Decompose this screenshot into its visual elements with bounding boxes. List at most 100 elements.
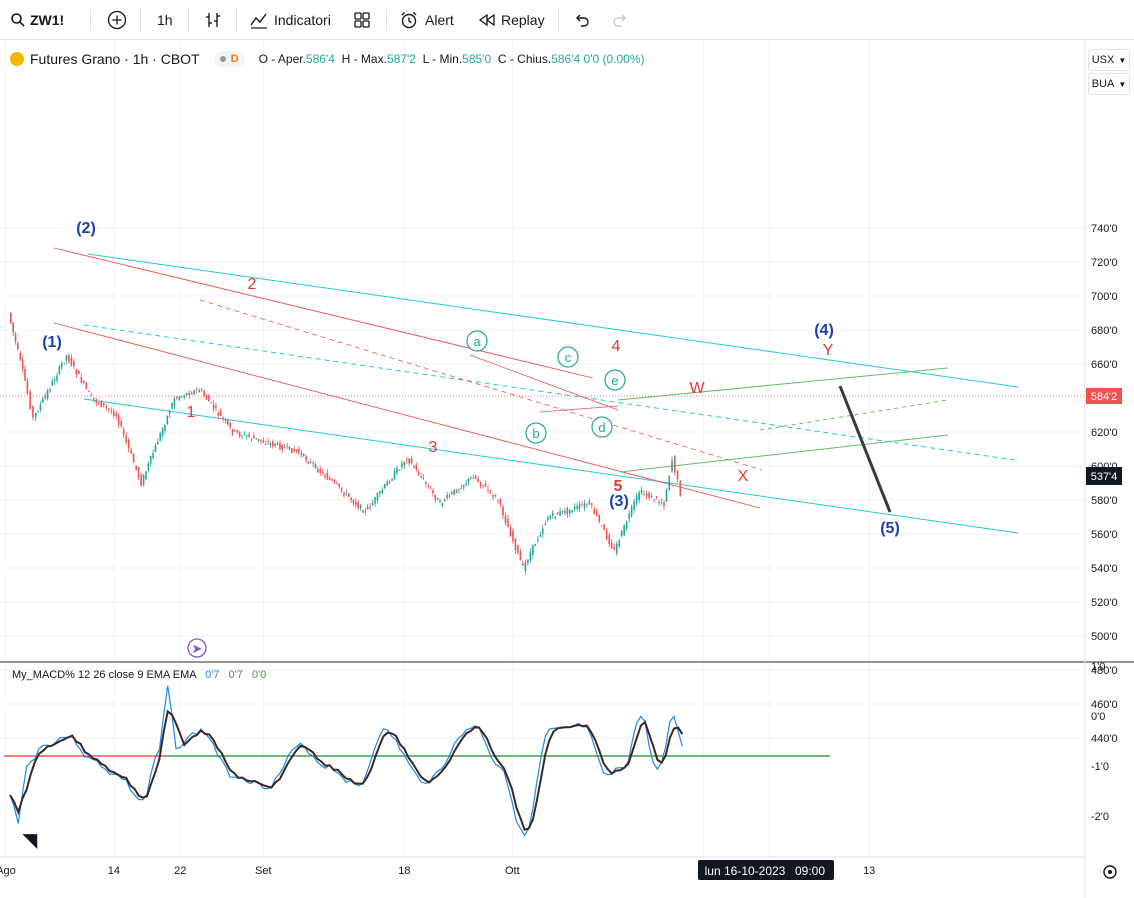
candle-body [658,501,660,503]
candle-body [272,441,274,447]
candle-body [413,466,415,468]
macd-tick-label: 1'0 [1091,661,1105,673]
candle-body [24,369,26,381]
candle-body [130,449,132,454]
candle-body [586,504,588,506]
candle-body [255,437,258,439]
redo-button[interactable] [611,0,629,40]
time-axis[interactable]: Ago1422Set18Ott24Nov13lun 16-10-202309:0… [0,860,1117,880]
macd-title: My_MACD% 12 26 close 9 EMA EMA [12,669,197,681]
price-tick-label: 560'0 [1091,529,1118,541]
price-axis[interactable]: 740'0720'0700'0680'0660'0640'0620'0600'0… [1086,223,1122,823]
candle-body [492,495,494,498]
horizontal-grid [0,227,1085,739]
macd-legend: My_MACD% 12 26 close 9 EMA EMA 0'7 0'7 0… [12,669,266,681]
candle-body [494,494,497,496]
wave-label: 5 [614,478,623,495]
indicators-button[interactable]: Indicatori [249,0,331,40]
undo-button[interactable] [573,0,591,40]
macd-tick-label: 0'0 [1091,711,1105,723]
candle-body [229,423,231,428]
candle-body [58,366,61,374]
candle-body [293,448,295,452]
last-price-box [1086,388,1122,404]
candle-body [319,468,322,473]
candle-body [620,530,623,537]
unit-value: BUA [1091,78,1115,90]
candle-body [571,510,574,513]
price-tick-label: 660'0 [1091,359,1118,371]
layouts-button[interactable] [353,0,371,40]
candle-body [274,443,277,446]
low-value: 585'0 [462,52,492,66]
candle-body [569,509,571,514]
chart-canvas[interactable]: (1) (2) (3) (4) (5) 1 2 3 4 5 W X Ya b c d e 740'0 720'0 7… [0,40,1134,898]
wave-label: X [738,468,749,485]
wave-circle [557,346,579,368]
wave-circle [591,416,613,438]
candle-body [88,391,90,393]
candle-body [443,500,446,501]
candle-body [425,481,427,484]
macd-value: 0'7 [205,669,220,681]
candle-body [359,504,362,509]
alert-button[interactable]: Alert [399,0,454,40]
interval-button[interactable]: 1h [157,12,173,28]
candle-body [598,514,601,522]
candle-body [127,439,130,449]
symbol-search-button[interactable]: ZW1! [10,0,64,40]
candle-body [222,417,224,420]
candle-body [376,492,379,501]
candle-body [415,465,418,470]
candle-body [283,447,286,449]
candle-body [638,492,640,501]
toolbar-divider [140,9,141,31]
candle-body [352,500,355,504]
candle-body [676,471,679,480]
close-value: 586'4 [551,52,581,66]
candle-body [534,544,537,547]
candle-body [288,446,291,450]
candle-body [291,448,293,454]
replay-button[interactable]: Replay [478,0,545,40]
wave-label: 4 [612,338,621,355]
candle-body [453,489,456,495]
chevron-down-icon: ▼ [1118,55,1127,65]
wave-label: d [598,420,605,435]
time-tick-label: Ott [505,865,520,877]
crosshair-price-box [1086,467,1122,485]
candle-body [149,455,152,464]
candle-body [374,497,376,504]
chart-type-button[interactable] [204,0,222,40]
candle-body [34,413,37,418]
chart-title: Futures Grano · 1h · CBOT [30,51,200,67]
candle-body [628,513,630,520]
candle-body [593,508,596,515]
settings-gear-icon[interactable] [1103,865,1117,879]
wave-label: a [473,334,481,349]
compare-button[interactable] [107,0,127,40]
unit-select[interactable]: BUA ▼ [1088,73,1130,95]
candle-body [39,404,42,411]
candle-body [487,489,489,491]
time-tick-label: 22 [174,865,186,877]
price-tick-label: 500'0 [1091,631,1118,643]
signal-line [9,709,684,831]
candle-body [125,435,127,442]
candle-body [180,395,183,397]
candle-body [532,544,534,555]
wave-label: (5) [880,520,900,537]
market-status-pill[interactable]: D [213,51,245,67]
candle-body [420,476,422,478]
candle-body [326,473,329,480]
candle-body [581,504,583,506]
candle-body [241,435,243,437]
candle-body [307,461,310,464]
candle-body [135,465,137,470]
currency-select[interactable]: USX ▼ [1088,49,1130,71]
candle-body [26,380,29,394]
candle-body [78,370,80,374]
candle-body [403,461,406,466]
candle-body [542,528,544,535]
alert-label: Alert [425,12,454,28]
